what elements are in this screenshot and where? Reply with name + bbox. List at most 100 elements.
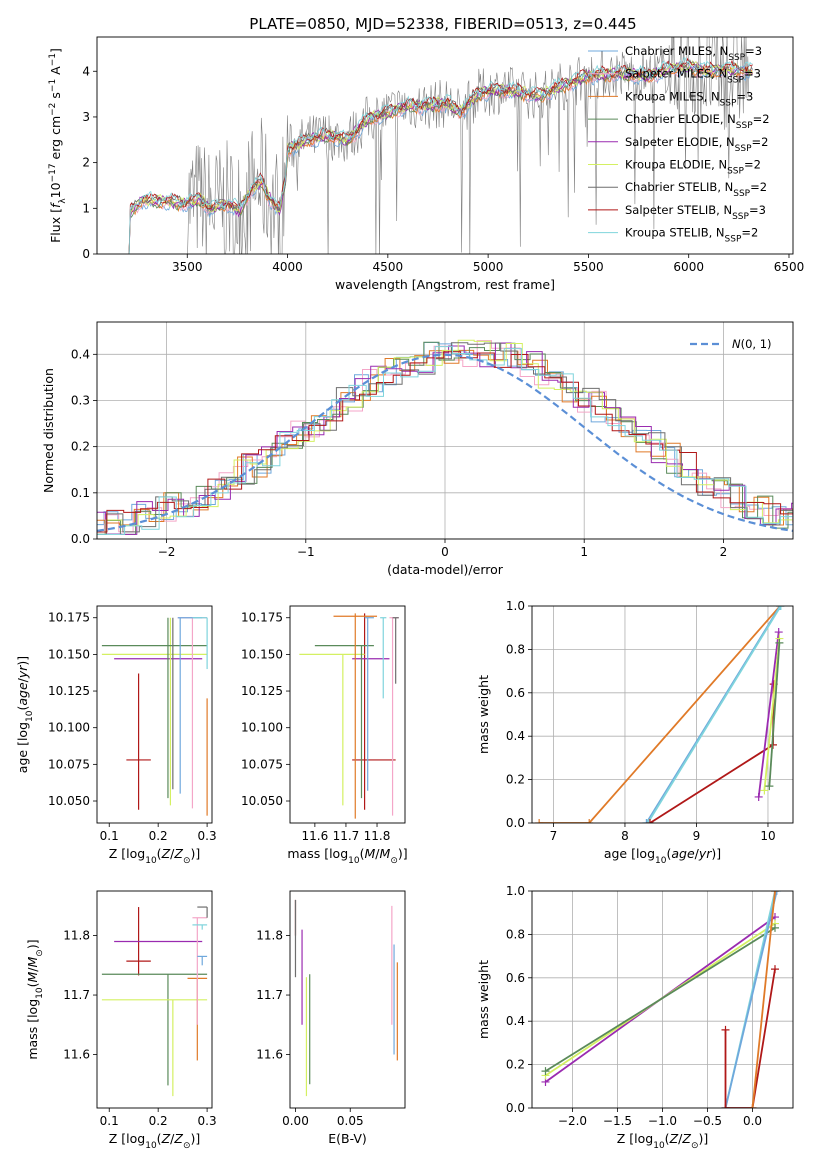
y-tick-label: 11.6: [256, 1047, 283, 1061]
y-tick-label: 1: [82, 201, 90, 215]
y-tick-label: 10.150: [48, 647, 90, 661]
axes-frame: [96, 321, 794, 540]
y-tick-label: 10.050: [241, 794, 283, 808]
legend-entry: Kroupa MILES, NSSP=3: [625, 89, 753, 108]
y-tick-label: 0.1: [71, 486, 90, 500]
mass-weight-line: [768, 642, 781, 787]
y-axis-label: Normed distribution: [41, 368, 56, 493]
plot-area: [97, 322, 793, 539]
chart-panels: 3500 4000 4500 5000 5500 6000 6500 0 1 2 3 4 wavelen…: [15, 36, 804, 1151]
histogram-kroupa-miles: [97, 349, 793, 526]
legend-entry: Kroupa STELIB, NSSP=2: [625, 226, 758, 245]
legend-entry: Salpeter MILES, NSSP=3: [625, 67, 761, 86]
y-tick-label: 0.6: [506, 686, 525, 700]
point-marker: [774, 628, 783, 637]
y-tick-label: 3: [82, 110, 90, 124]
point-marker: [642, 819, 651, 823]
point-marker: [748, 1104, 757, 1108]
y-tick-label: 0.0: [506, 1101, 525, 1115]
point-marker: [771, 923, 779, 932]
point-marker: [776, 606, 785, 610]
y-tick-label: 11.8: [63, 929, 90, 943]
point-marker: [754, 792, 763, 801]
chart-age_vs_mass: 11.6 11.7 11.8 10.050 10.075 10.100 10.125 10.1…: [241, 605, 408, 866]
x-axis-label: age [log10(age/yr)]: [604, 846, 721, 866]
point-marker: [645, 819, 654, 823]
mass-weight-line: [545, 927, 776, 1072]
y-tick-label: 10.125: [241, 684, 283, 698]
x-tick-label: 11.8: [364, 829, 391, 843]
y-tick-label: 0.8: [506, 642, 525, 656]
chart-mass_vs_ebv: 0.00 0.05 11.6 11.7 11.8 E(B-V): [256, 890, 406, 1146]
x-tick-label: 0: [441, 545, 449, 559]
y-tick-label: 1.0: [506, 884, 525, 898]
chart-residuals: −2 −1 0 1 2 0.0 0.1 0.2 0.3 0.4 (data-model)/error…: [41, 321, 794, 577]
axes-frame: [289, 605, 406, 824]
x-tick-label: 3500: [172, 260, 203, 274]
point-marker: [541, 1067, 550, 1076]
axes-frame: [289, 890, 406, 1109]
y-axis-label: mass weight: [476, 675, 491, 754]
point-marker: [535, 819, 544, 823]
model-line-kroupa-stelib: [128, 57, 753, 254]
point-marker: [765, 782, 774, 791]
legend-entry: Chabrier STELIB, NSSP=2: [625, 180, 767, 199]
x-tick-label: 7: [550, 829, 558, 843]
y-tick-label: 11.8: [256, 929, 283, 943]
x-tick-label: 4500: [373, 260, 404, 274]
legend-entry: Salpeter ELODIE, NSSP=2: [625, 135, 768, 154]
point-marker: [721, 1104, 730, 1108]
x-tick-label: −1.0: [648, 1114, 677, 1128]
y-axis-label: Flux [fλ10−17 erg cm−2 s−1 A−1]: [48, 48, 68, 243]
x-tick-label: 8: [621, 829, 629, 843]
x-tick-label: 9: [693, 829, 701, 843]
plot-area: [299, 613, 399, 819]
normal-curve: [97, 353, 793, 532]
x-tick-label: −1.5: [603, 1114, 632, 1128]
x-tick-label: 0.3: [198, 1114, 217, 1128]
y-tick-label: 11.7: [63, 988, 90, 1002]
x-tick-label: 6000: [673, 260, 704, 274]
mass-weight-line: [724, 968, 776, 1108]
mass-weight-line: [751, 891, 776, 1108]
point-marker: [771, 965, 779, 974]
point-marker: [775, 638, 784, 647]
x-tick-label: 10: [760, 829, 775, 843]
plot-area: [532, 891, 793, 1108]
y-tick-label: 2: [82, 156, 90, 170]
point-marker: [585, 819, 594, 823]
point-marker: [771, 891, 779, 895]
y-tick-label: 11.7: [256, 988, 283, 1002]
x-tick-label: 0.0: [743, 1114, 762, 1128]
x-tick-label: 0.2: [149, 1114, 168, 1128]
model-line-salpeter-elodie: [128, 61, 753, 254]
axes-frame: [531, 890, 794, 1109]
y-tick-label: 11.6: [63, 1047, 90, 1061]
figure-title: PLATE=0850, MJD=52338, FIBERID=0513, z=0…: [249, 15, 636, 33]
y-tick-label: 1.0: [506, 599, 525, 613]
x-tick-label: −2: [158, 545, 176, 559]
histogram-kroupa-stelib: [97, 346, 793, 535]
y-tick-label: 0.8: [506, 927, 525, 941]
axes-frame: [96, 890, 213, 1109]
y-tick-label: 0.0: [506, 816, 525, 830]
plot-area: [128, 37, 753, 254]
y-tick-label: 0.0: [71, 532, 90, 546]
legend-entry: Salpeter STELIB, NSSP=3: [625, 203, 766, 222]
x-tick-label: −0.5: [693, 1114, 722, 1128]
plot-area: [294, 899, 398, 1097]
x-axis-label: wavelength [Angstrom, rest frame]: [335, 277, 555, 292]
x-tick-label: −1: [297, 545, 315, 559]
chart-age_vs_Z: 0.1 0.2 0.3 10.050 10.075 10.100 10.125 10.150 1…: [15, 605, 217, 866]
chart-mw_vs_Z: −2.0 −1.5 −1.0 −0.5 0.0 0.0 0.2 0.4 0.6 0.8 1.0 Z […: [476, 884, 794, 1151]
mass-weight-line: [539, 606, 781, 823]
x-tick-label: 0.1: [100, 1114, 119, 1128]
y-tick-label: 0.2: [506, 1058, 525, 1072]
legend-entry: Chabrier ELODIE, NSSP=2: [625, 112, 770, 131]
x-tick-label: 2: [720, 545, 728, 559]
y-tick-label: 0: [82, 247, 90, 261]
plot-area: [101, 617, 208, 816]
x-tick-label: 4000: [272, 260, 303, 274]
x-tick-label: −2.0: [558, 1114, 587, 1128]
